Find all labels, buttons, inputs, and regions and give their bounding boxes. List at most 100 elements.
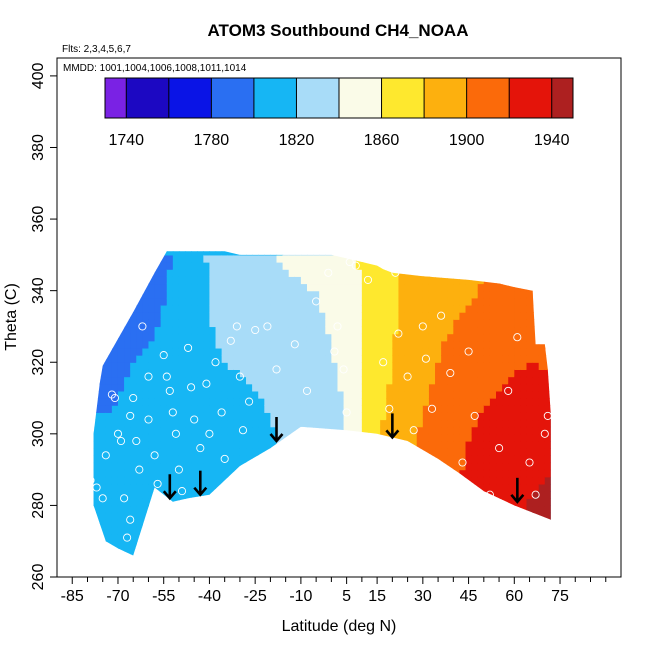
y-tick-label: 260 <box>30 564 47 591</box>
field-cell <box>392 556 399 564</box>
field-cell <box>435 276 442 285</box>
field-cell <box>435 556 442 564</box>
field-cell <box>331 383 339 392</box>
field-cell <box>508 448 515 456</box>
field-cell <box>300 304 308 313</box>
field-cell <box>166 419 174 428</box>
field-cell <box>550 505 551 514</box>
field-cell <box>538 519 546 528</box>
field-cell <box>533 556 540 564</box>
field-cell <box>154 548 162 556</box>
field-cell <box>361 390 369 399</box>
field-cell <box>166 412 174 421</box>
field-cell <box>209 254 217 263</box>
field-cell <box>416 254 424 263</box>
field-cell <box>392 254 400 263</box>
field-cell <box>124 476 131 485</box>
observation-point <box>116 436 126 446</box>
field-cell <box>313 476 320 485</box>
field-cell <box>282 469 290 478</box>
field-cell <box>288 498 296 507</box>
field-cell <box>154 290 162 299</box>
field-cell <box>520 269 528 277</box>
field-cell <box>270 455 278 464</box>
field-cell <box>526 433 534 442</box>
field-cell <box>349 433 357 442</box>
field-cell <box>148 469 156 478</box>
colorbar-tick-label: 1820 <box>279 132 315 149</box>
field-cell <box>405 241 412 249</box>
field-cell <box>538 297 546 306</box>
field-cell <box>148 512 156 521</box>
field-cell <box>550 326 551 335</box>
field-cell <box>136 505 143 514</box>
field-cell <box>435 376 442 385</box>
field-cell <box>404 355 412 363</box>
field-cell <box>203 262 211 270</box>
field-cell <box>209 419 217 428</box>
colorbar-swatch <box>466 78 510 118</box>
field-cell <box>93 326 101 335</box>
field-cell <box>306 412 314 421</box>
field-cell <box>148 455 156 464</box>
field-cell <box>355 254 363 263</box>
observation-point <box>504 386 513 395</box>
field-cell <box>349 440 357 449</box>
field-cell <box>422 419 430 428</box>
field-cell <box>349 283 357 292</box>
field-cell <box>465 455 473 464</box>
field-cell <box>93 505 101 514</box>
field-cell <box>178 283 186 292</box>
field-cell <box>93 448 95 456</box>
field-cell <box>313 319 320 328</box>
field-cell <box>459 241 466 249</box>
field-cell <box>404 498 412 507</box>
field-cell <box>276 483 284 492</box>
field-cell <box>428 469 436 478</box>
field-cell <box>544 355 551 363</box>
field-cell <box>392 369 400 378</box>
field-cell <box>99 297 107 306</box>
field-cell <box>160 440 168 449</box>
field-cell <box>178 534 186 542</box>
field-cell <box>374 333 381 342</box>
field-cell <box>215 340 223 349</box>
field-cell <box>294 383 302 392</box>
field-cell <box>270 319 278 328</box>
field-cell <box>111 419 119 428</box>
field-cell <box>166 369 174 378</box>
field-cell <box>538 362 546 370</box>
field-cell <box>520 519 528 528</box>
field-cell <box>526 556 533 564</box>
field-cell <box>94 556 101 564</box>
field-cell <box>99 340 107 349</box>
field-cell <box>514 419 521 428</box>
field-cell <box>288 362 296 370</box>
field-cell <box>374 526 381 535</box>
field-cell <box>294 491 302 499</box>
field-cell <box>465 448 473 456</box>
field-cell <box>160 319 168 328</box>
field-cell <box>136 556 143 564</box>
field-cell <box>142 476 150 485</box>
field-cell <box>130 262 137 270</box>
field-cell <box>514 251 521 256</box>
field-cell <box>185 419 192 428</box>
field-cell <box>306 390 314 399</box>
field-cell <box>459 476 467 485</box>
field-cell <box>136 483 143 492</box>
field-cell <box>343 426 351 435</box>
field-cell <box>300 340 308 349</box>
field-cell <box>209 556 216 564</box>
field-cell <box>459 512 467 521</box>
field-cell <box>93 405 95 413</box>
field-cell <box>111 297 119 306</box>
field-cell <box>252 369 259 378</box>
field-cell <box>142 398 150 406</box>
field-cell <box>203 505 211 514</box>
field-cell <box>319 290 326 299</box>
field-cell <box>166 426 174 435</box>
field-cell <box>514 526 521 535</box>
field-cell <box>538 383 546 392</box>
field-cell <box>489 390 497 399</box>
